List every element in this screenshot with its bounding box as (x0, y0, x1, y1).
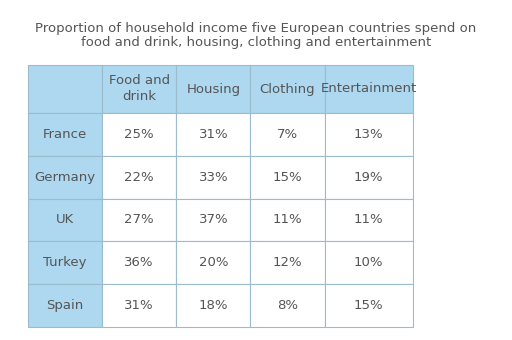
Bar (250, 284, 325, 327)
Text: 7%: 7% (277, 128, 298, 141)
Text: 20%: 20% (199, 256, 228, 269)
Text: 31%: 31% (199, 128, 228, 141)
Bar (28, 113, 102, 156)
Bar (325, 284, 413, 327)
Bar (28, 241, 102, 284)
Bar (28, 65, 102, 113)
Bar (325, 199, 413, 241)
Bar (28, 284, 102, 327)
Bar (176, 199, 250, 241)
Bar (250, 65, 325, 113)
Text: 18%: 18% (199, 299, 228, 312)
Text: 19%: 19% (354, 171, 383, 184)
Bar (28, 156, 102, 199)
Text: Food and
drink: Food and drink (109, 74, 170, 103)
Bar (102, 113, 176, 156)
Bar (250, 156, 325, 199)
Bar (250, 113, 325, 156)
Text: 25%: 25% (124, 128, 154, 141)
Text: 11%: 11% (273, 214, 302, 226)
Bar (176, 284, 250, 327)
Text: Entertainment: Entertainment (321, 83, 417, 96)
Text: 31%: 31% (124, 299, 154, 312)
Text: Housing: Housing (186, 83, 241, 96)
Bar (102, 156, 176, 199)
Bar (176, 65, 250, 113)
Bar (325, 65, 413, 113)
Text: 27%: 27% (124, 214, 154, 226)
Text: 11%: 11% (354, 214, 383, 226)
Text: Turkey: Turkey (44, 256, 87, 269)
Text: 8%: 8% (277, 299, 298, 312)
Text: 12%: 12% (273, 256, 302, 269)
Text: 33%: 33% (199, 171, 228, 184)
Bar (176, 241, 250, 284)
Text: Clothing: Clothing (260, 83, 315, 96)
Text: food and drink, housing, clothing and entertainment: food and drink, housing, clothing and en… (81, 36, 431, 49)
Text: 15%: 15% (354, 299, 383, 312)
Text: Proportion of household income five European countries spend on: Proportion of household income five Euro… (35, 22, 477, 35)
Bar (102, 199, 176, 241)
Bar (176, 156, 250, 199)
Text: Germany: Germany (34, 171, 96, 184)
Bar (102, 241, 176, 284)
Text: 15%: 15% (273, 171, 302, 184)
Bar (176, 113, 250, 156)
Text: UK: UK (56, 214, 74, 226)
Text: 36%: 36% (124, 256, 154, 269)
Bar (325, 156, 413, 199)
Text: France: France (43, 128, 87, 141)
Bar (250, 199, 325, 241)
Bar (325, 241, 413, 284)
Bar (325, 113, 413, 156)
Bar (250, 241, 325, 284)
Text: 10%: 10% (354, 256, 383, 269)
Text: 22%: 22% (124, 171, 154, 184)
Text: 13%: 13% (354, 128, 383, 141)
Text: Spain: Spain (47, 299, 83, 312)
Bar (28, 199, 102, 241)
Bar (102, 284, 176, 327)
Bar (102, 65, 176, 113)
Text: 37%: 37% (199, 214, 228, 226)
